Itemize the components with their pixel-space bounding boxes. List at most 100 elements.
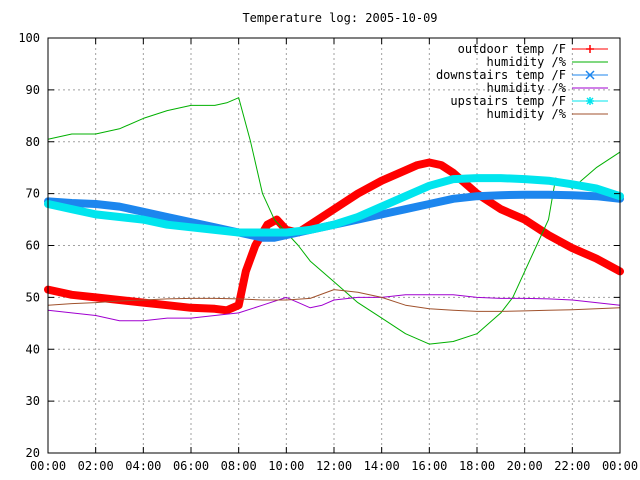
- x-tick-label: 02:00: [78, 459, 114, 473]
- data-point: [522, 217, 527, 222]
- data-point: [439, 163, 444, 168]
- legend-entry: humidity /%: [487, 107, 608, 121]
- data-point: [546, 233, 551, 238]
- data-point: [308, 227, 313, 232]
- data-point: [546, 178, 551, 183]
- data-point: [427, 202, 432, 206]
- data-point: [165, 214, 170, 219]
- data-point: [189, 305, 193, 310]
- data-point: [93, 212, 98, 217]
- data-point: [594, 186, 599, 191]
- data-point: [93, 295, 98, 300]
- data-point: [570, 193, 575, 198]
- data-point: [284, 230, 289, 235]
- legend-entry: humidity /%: [487, 55, 608, 69]
- x-tick-label: 12:00: [316, 459, 352, 473]
- y-tick-label: 40: [26, 342, 40, 356]
- legend-label: upstairs temp /F: [450, 94, 566, 108]
- series-6: [47, 289, 621, 312]
- data-point: [522, 177, 527, 182]
- data-point: [522, 192, 527, 197]
- series-layer: [44, 97, 624, 345]
- legend-label: downstairs temp /F: [436, 68, 566, 82]
- legend-label: outdoor temp /F: [458, 42, 566, 56]
- data-point: [265, 222, 270, 227]
- series-line: [47, 289, 621, 312]
- x-tick-label: 00:00: [30, 459, 66, 473]
- data-point: [117, 214, 122, 219]
- data-point: [498, 176, 503, 181]
- legend-entry: humidity /%: [487, 81, 608, 95]
- x-tick-label: 14:00: [364, 459, 400, 473]
- data-point: [594, 256, 599, 261]
- y-tick-label: 90: [26, 83, 40, 97]
- x-tick-label: 04:00: [125, 459, 161, 473]
- legend-label: humidity /%: [487, 55, 567, 69]
- legend-entry: downstairs temp /F: [436, 68, 608, 82]
- axes: 20 30 40 50 60 70 80 90 100 00:00 02:00 04:00 06:00 0…: [18, 31, 638, 473]
- y-tick-label: 30: [26, 394, 40, 408]
- series-line: [47, 97, 621, 345]
- data-point: [475, 194, 479, 199]
- data-point: [332, 207, 336, 212]
- legend-label: humidity /%: [487, 81, 567, 95]
- y-tick-label: 60: [26, 239, 40, 253]
- data-point: [451, 196, 456, 201]
- grid: [48, 38, 620, 453]
- data-point: [379, 178, 384, 183]
- data-point: [69, 292, 74, 297]
- x-tick-label: 06:00: [173, 459, 209, 473]
- x-tick-label: 10:00: [268, 459, 304, 473]
- data-point: [253, 243, 258, 248]
- legend-star-marker: [586, 97, 594, 105]
- data-point: [117, 204, 122, 209]
- y-tick-label: 70: [26, 187, 40, 201]
- data-point: [403, 168, 408, 173]
- data-point: [570, 182, 575, 187]
- data-point: [355, 191, 360, 196]
- legend-cross-marker: [585, 70, 595, 80]
- series-line: [47, 294, 621, 322]
- chart-title: Temperature log: 2005-10-09: [242, 11, 437, 25]
- data-point: [243, 269, 248, 274]
- legend-label: humidity /%: [487, 107, 567, 121]
- data-point: [189, 225, 193, 230]
- series-5: [44, 174, 624, 237]
- x-tick-label: 16:00: [411, 459, 447, 473]
- data-point: [224, 308, 229, 313]
- data-point: [141, 209, 146, 214]
- data-point: [498, 193, 503, 198]
- data-point: [236, 230, 241, 235]
- data-point: [260, 230, 265, 235]
- data-point: [212, 306, 217, 311]
- x-tick-label: 18:00: [459, 459, 495, 473]
- data-point: [165, 303, 170, 308]
- y-tick-label: 50: [26, 290, 40, 304]
- data-point: [93, 202, 98, 206]
- data-point: [403, 207, 408, 212]
- legend-entry: upstairs temp /F: [450, 94, 608, 108]
- data-point: [451, 170, 456, 175]
- legend-entry: outdoor temp /F: [458, 42, 608, 56]
- data-point: [451, 177, 456, 182]
- data-point: [379, 212, 384, 217]
- x-tick-label: 22:00: [554, 459, 590, 473]
- plot-frame: [47, 37, 621, 454]
- data-point: [165, 222, 170, 227]
- data-point: [594, 194, 599, 199]
- data-point: [546, 192, 551, 197]
- data-point: [69, 207, 74, 212]
- x-tick-label: 00:00: [602, 459, 638, 473]
- data-point: [141, 300, 146, 305]
- data-point: [427, 183, 432, 188]
- data-point: [355, 214, 360, 219]
- legend-plus-marker: [586, 45, 594, 53]
- data-point: [69, 200, 74, 205]
- y-tick-label: 80: [26, 135, 40, 149]
- y-tick-label: 100: [18, 31, 40, 45]
- data-point: [498, 207, 503, 212]
- data-point: [260, 235, 265, 240]
